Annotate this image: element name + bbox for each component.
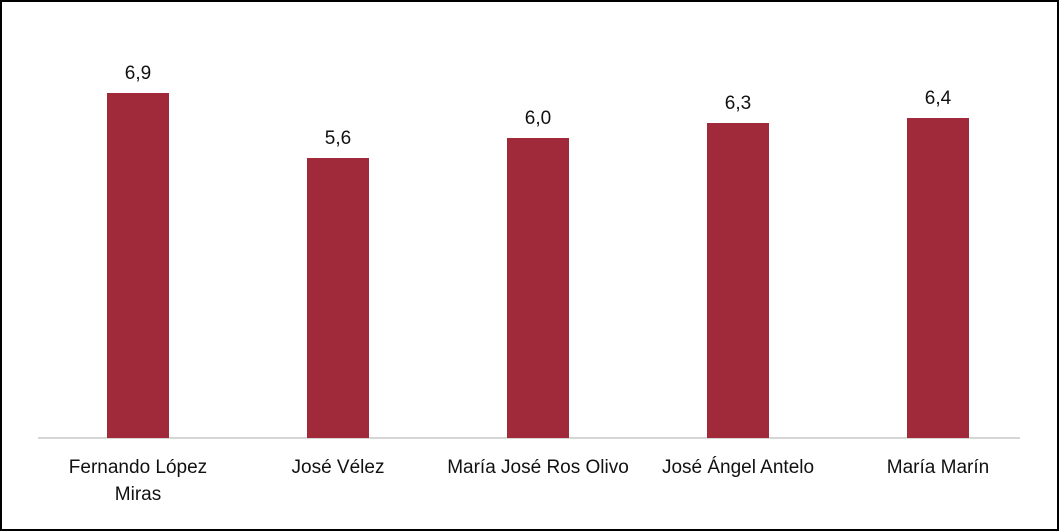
x-tick-label: José Vélez	[291, 457, 385, 478]
x-tick-label: José Ángel Antelo	[661, 457, 815, 478]
data-label: 5,6	[325, 128, 351, 149]
data-label: 6,3	[725, 93, 751, 114]
x-tick-label: María Marín	[886, 457, 990, 478]
bar	[507, 138, 569, 438]
bar	[707, 123, 769, 438]
x-tick-label: Fernando López Miras	[68, 457, 208, 505]
bar	[107, 93, 169, 438]
data-label: 6,9	[125, 63, 151, 84]
data-label: 6,0	[525, 108, 551, 129]
bar	[907, 118, 969, 438]
x-tick-label: María José Ros Olivo	[447, 457, 629, 478]
data-label: 6,4	[925, 88, 952, 109]
bar	[307, 158, 369, 438]
